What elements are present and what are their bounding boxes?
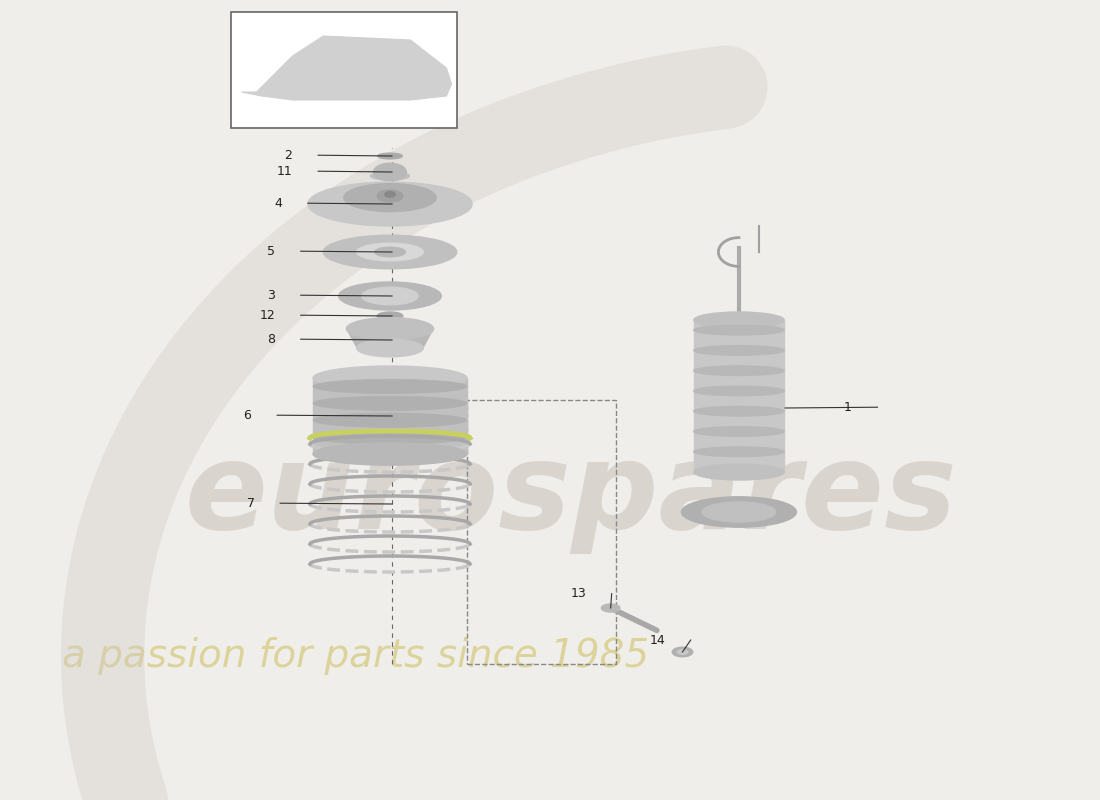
Polygon shape — [694, 320, 784, 472]
Ellipse shape — [377, 312, 403, 320]
Text: 1: 1 — [844, 401, 851, 414]
Ellipse shape — [694, 447, 784, 457]
Text: 13: 13 — [570, 587, 586, 600]
Ellipse shape — [385, 191, 395, 197]
Text: 3: 3 — [267, 289, 275, 302]
Ellipse shape — [308, 182, 472, 226]
Ellipse shape — [682, 497, 796, 527]
Ellipse shape — [694, 386, 784, 396]
Ellipse shape — [694, 326, 784, 335]
Text: 4: 4 — [274, 197, 283, 210]
Polygon shape — [241, 36, 452, 100]
Polygon shape — [314, 378, 468, 454]
Text: 14: 14 — [649, 634, 666, 646]
Ellipse shape — [346, 318, 433, 340]
Ellipse shape — [377, 190, 403, 202]
Ellipse shape — [694, 467, 784, 477]
Ellipse shape — [694, 406, 784, 416]
Ellipse shape — [356, 243, 424, 261]
Ellipse shape — [694, 426, 784, 436]
Text: 8: 8 — [267, 333, 275, 346]
Ellipse shape — [314, 396, 468, 410]
Text: 11: 11 — [277, 165, 293, 178]
Ellipse shape — [374, 163, 406, 181]
Ellipse shape — [314, 366, 468, 390]
Ellipse shape — [314, 446, 468, 461]
Ellipse shape — [602, 604, 620, 612]
Ellipse shape — [314, 443, 468, 465]
Ellipse shape — [314, 379, 468, 394]
Bar — [468, 400, 616, 664]
Ellipse shape — [314, 430, 468, 444]
Text: eurospares: eurospares — [185, 438, 957, 554]
Ellipse shape — [323, 235, 456, 269]
Text: 6: 6 — [243, 409, 252, 422]
Ellipse shape — [339, 282, 441, 310]
Ellipse shape — [702, 502, 776, 522]
Ellipse shape — [344, 184, 437, 212]
Text: 7: 7 — [246, 497, 254, 510]
Ellipse shape — [375, 247, 406, 257]
Ellipse shape — [377, 153, 403, 159]
Ellipse shape — [694, 346, 784, 355]
Text: 5: 5 — [267, 245, 275, 258]
Ellipse shape — [694, 312, 784, 328]
Bar — [231, 12, 456, 128]
Text: 12: 12 — [260, 309, 275, 322]
Ellipse shape — [362, 287, 418, 305]
Text: 2: 2 — [285, 149, 293, 162]
Text: a passion for parts since 1985: a passion for parts since 1985 — [62, 637, 649, 675]
Ellipse shape — [694, 366, 784, 375]
Ellipse shape — [672, 647, 693, 657]
Ellipse shape — [678, 650, 688, 654]
Ellipse shape — [314, 413, 468, 427]
Polygon shape — [346, 329, 433, 348]
Ellipse shape — [371, 172, 409, 180]
Ellipse shape — [694, 464, 784, 480]
Ellipse shape — [356, 339, 424, 357]
